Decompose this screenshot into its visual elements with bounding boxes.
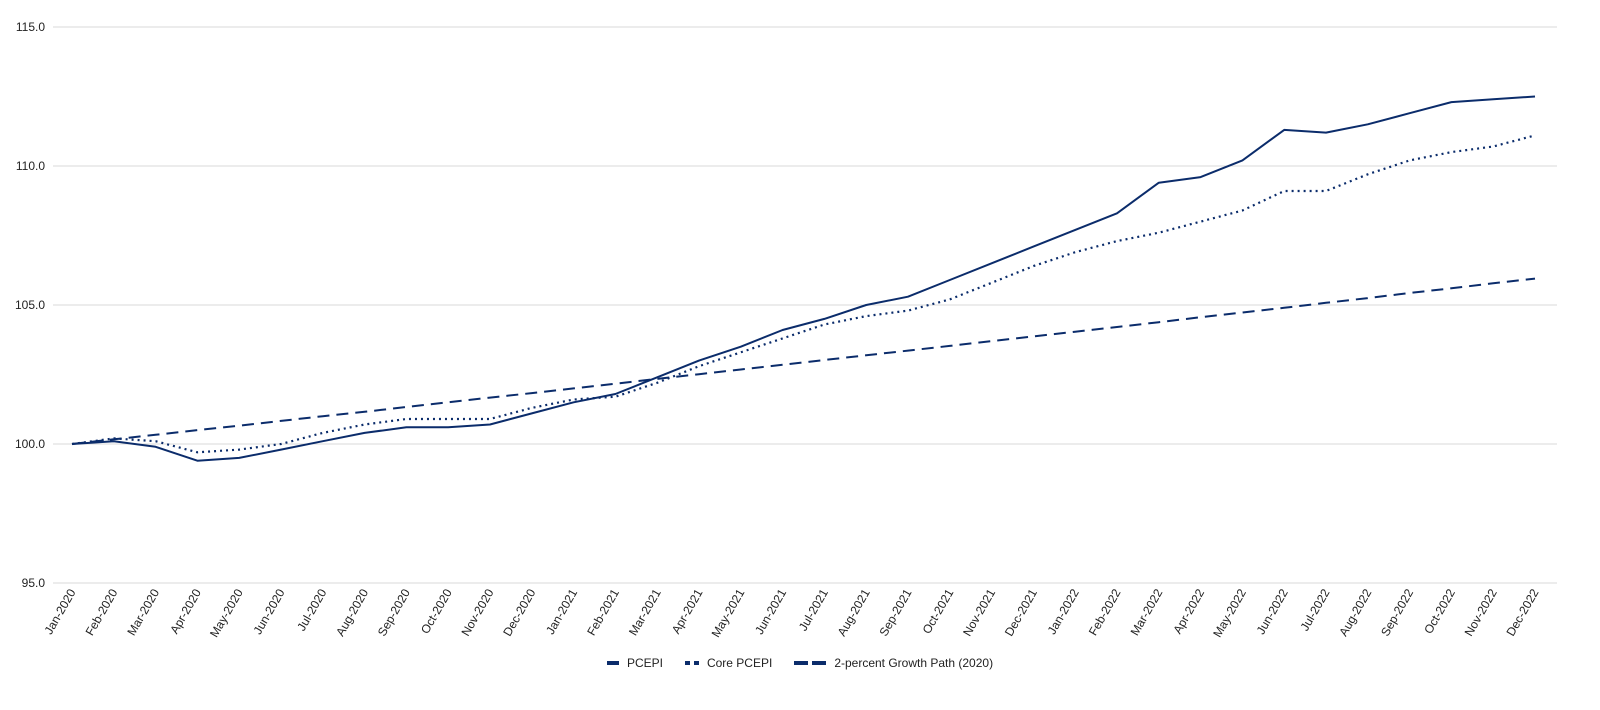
x-tick-label: Jan-2022 <box>1045 586 1082 637</box>
x-tick-label: Feb-2022 <box>1086 586 1124 638</box>
legend-item-growth-path: 2-percent Growth Path (2020) <box>794 656 993 670</box>
legend-item-core-pcepi: Core PCEPI <box>684 656 773 670</box>
x-tick-label: Nov-2020 <box>458 586 496 638</box>
x-tick-label: Jan-2020 <box>41 586 78 637</box>
legend-label: PCEPI <box>626 656 663 670</box>
x-tick-label: Dec-2020 <box>500 586 538 638</box>
legend-label: Core PCEPI <box>706 656 773 670</box>
x-tick-label: Mar-2020 <box>124 586 162 638</box>
x-tick-label: Mar-2022 <box>1128 586 1166 638</box>
x-tick-label: Aug-2022 <box>1336 586 1374 638</box>
y-tick-label: 100.0 <box>15 437 45 451</box>
x-tick-label: Oct-2021 <box>920 586 957 636</box>
x-tick-label: Jun-2021 <box>752 586 789 637</box>
x-tick-label: May-2021 <box>709 586 748 639</box>
x-tick-label: Jun-2022 <box>1254 586 1291 637</box>
x-tick-label: Sep-2022 <box>1378 586 1416 638</box>
solid-line-swatch-icon <box>606 661 619 665</box>
x-tick-label: May-2020 <box>207 586 246 639</box>
legend-item-pcepi: PCEPI <box>606 656 663 670</box>
x-tick-label: Sep-2020 <box>375 586 413 638</box>
x-tick-label: Sep-2021 <box>876 586 914 638</box>
x-tick-label: Apr-2020 <box>167 586 204 636</box>
legend: PCEPI Core PCEPI 2-percent Growth Path (… <box>0 656 1600 670</box>
x-tick-label: Dec-2022 <box>1503 586 1541 638</box>
y-tick-label: 115.0 <box>16 20 45 34</box>
legend-label: 2-percent Growth Path (2020) <box>834 656 994 670</box>
series-line-pcepi <box>71 95 1536 462</box>
x-tick-label: Aug-2021 <box>835 586 873 638</box>
series-line-2-percent-growth-path-2020 <box>71 277 1536 445</box>
line-chart-plot: 95.0 100.0 105.0 110.0 115.0 Jan-2020 Feb-2020… <box>15 20 1557 640</box>
x-tick-label: Oct-2022 <box>1421 586 1458 636</box>
x-tick-label: Jul-2022 <box>1297 586 1332 633</box>
x-tick-label: Oct-2020 <box>418 586 455 636</box>
dotted-line-swatch-icon <box>684 661 699 665</box>
y-tick-label: 105.0 <box>15 298 45 312</box>
y-tick-label: 110.0 <box>16 159 45 173</box>
x-tick-label: Jun-2020 <box>250 586 287 637</box>
series-line-core-pcepi <box>71 134 1536 454</box>
x-tick-label: Nov-2021 <box>960 586 998 638</box>
x-tick-label: Apr-2022 <box>1170 586 1207 636</box>
x-tick-label: Feb-2020 <box>83 586 121 638</box>
dashed-line-swatch-icon <box>794 661 827 665</box>
x-tick-label: Aug-2020 <box>333 586 371 638</box>
x-tick-label: Jul-2021 <box>796 586 831 633</box>
x-tick-label: Dec-2021 <box>1002 586 1040 638</box>
y-tick-label: 95.0 <box>22 576 46 590</box>
x-tick-label: Jul-2020 <box>294 586 329 633</box>
x-tick-label: Jan-2021 <box>543 586 580 637</box>
x-tick-label: May-2022 <box>1210 586 1249 639</box>
x-tick-label: Feb-2021 <box>584 586 622 638</box>
x-tick-label: Nov-2022 <box>1462 586 1500 638</box>
x-tick-label: Apr-2021 <box>669 586 706 636</box>
x-tick-label: Mar-2021 <box>626 586 664 638</box>
